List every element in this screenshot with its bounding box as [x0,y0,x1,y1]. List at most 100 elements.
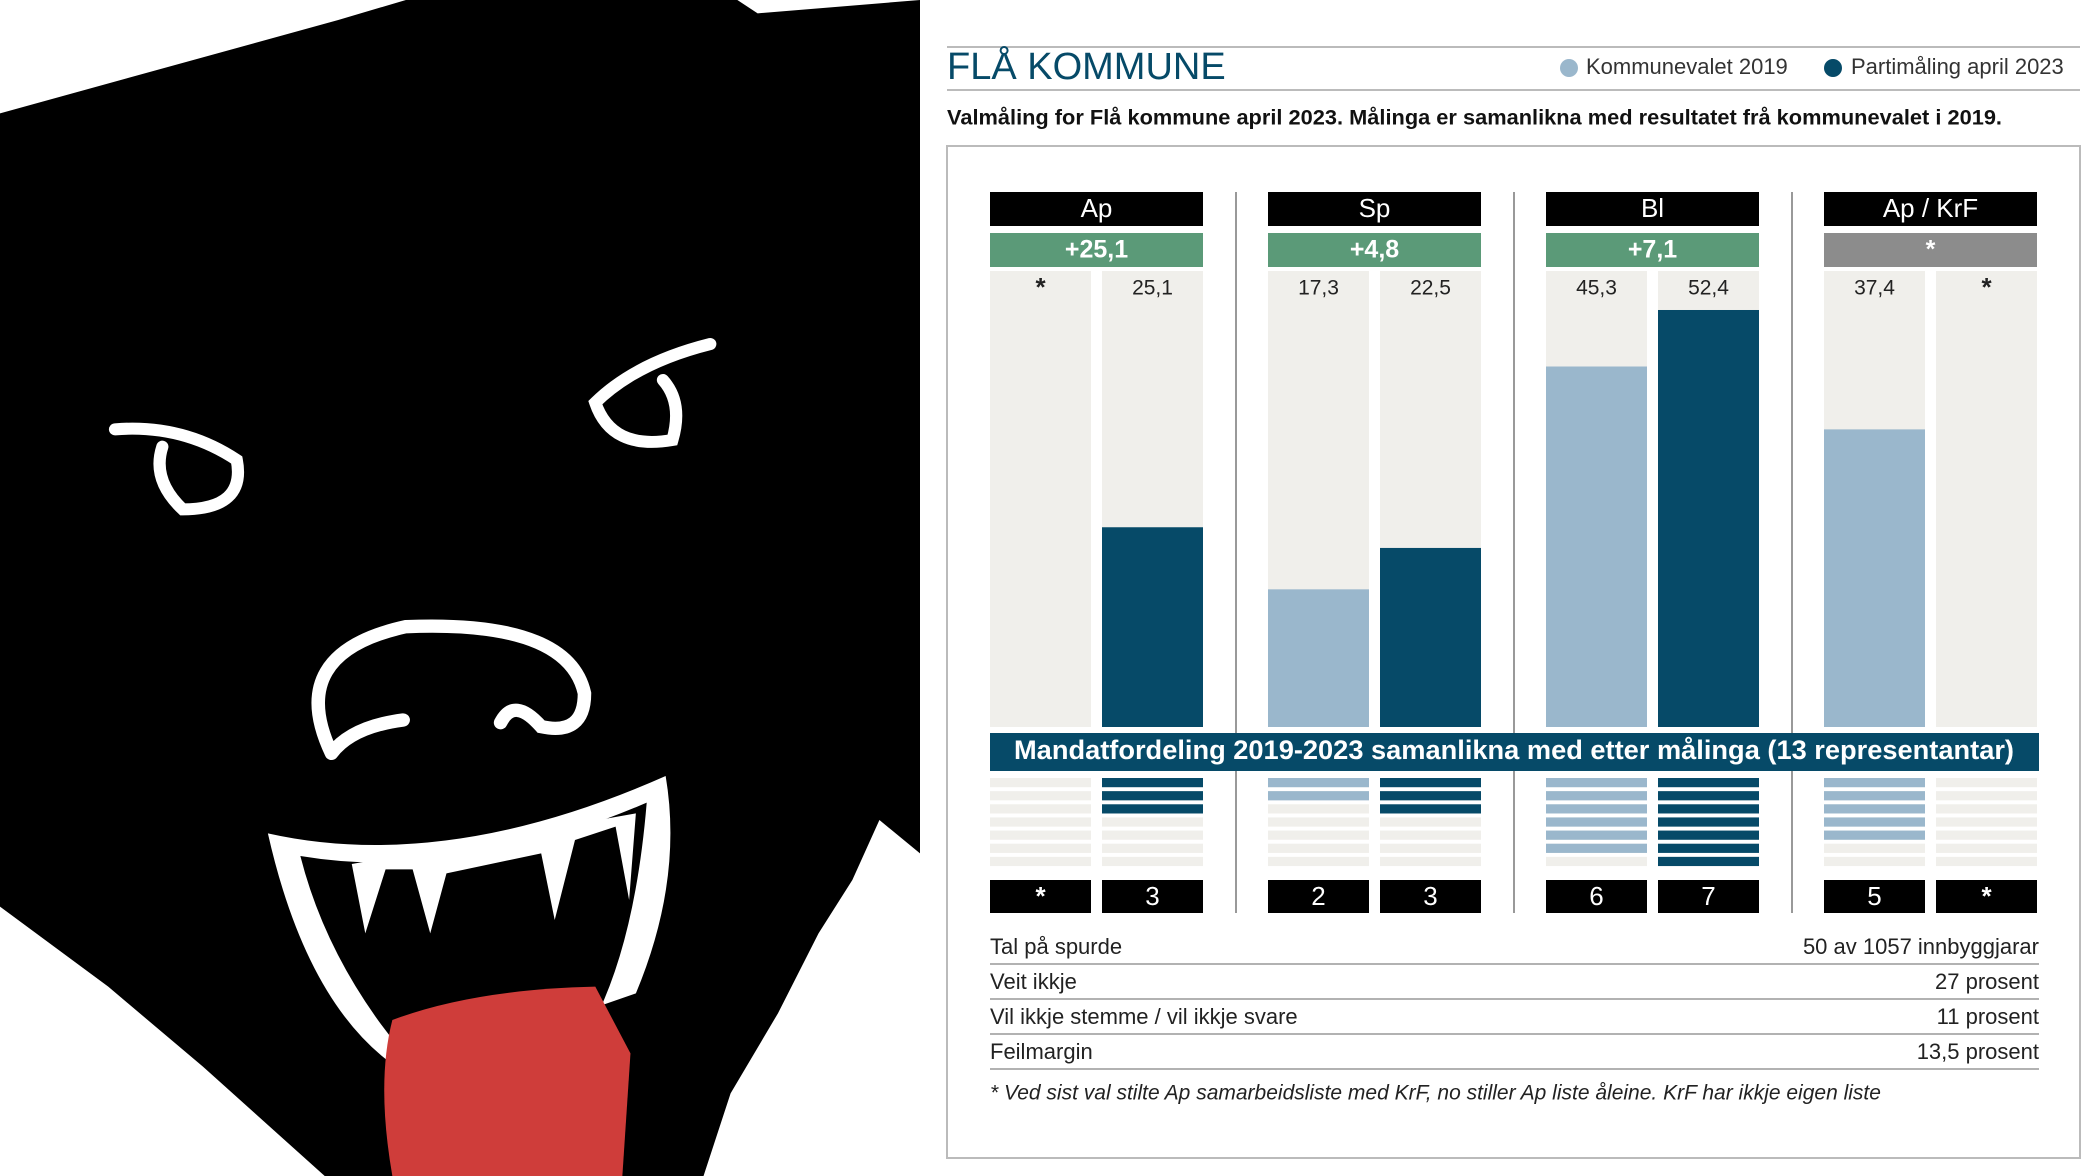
value-label: * [1035,272,1046,302]
seat-slot [1268,817,1369,827]
seat-count: 2 [1311,881,1325,911]
seat-stripe [1546,791,1647,801]
seat-slot [1936,856,2037,867]
seat-stripe [1824,778,1925,788]
seat-stripes [1546,778,1647,853]
chart-frame [946,145,2081,1159]
seat-stripe [1380,778,1481,788]
bar [1546,366,1647,727]
seat-count-box [1824,880,1925,913]
seat-slot [1380,830,1481,840]
seat-slot [1268,804,1369,814]
bar-background [1936,271,2037,727]
table-label: Tal på spurde [990,934,1122,959]
seat-slot [1936,843,2037,853]
seat-stripe [1102,804,1203,814]
seat-slot [1102,817,1203,827]
seat-stripe [1658,843,1759,853]
seat-slot [1936,830,2037,840]
seat-slot [1268,856,1369,867]
seat-stripe [1380,791,1481,801]
bar [1268,589,1369,727]
chart-title: FLÅ KOMMUNE [947,44,1226,88]
seat-stripe [1658,817,1759,827]
seat-stripes [1268,778,1369,801]
value-label: * [1981,272,1992,302]
seat-stripe [1546,817,1647,827]
change-box [990,233,1203,267]
change-label: * [1926,236,1936,264]
table-label: Vil ikkje stemme / vil ikkje svare [990,1004,1298,1029]
table-label: Veit ikkje [990,969,1077,994]
value-label: 37,4 [1854,277,1895,300]
seat-stripe [1658,856,1759,867]
category-label: Ap [1081,193,1113,223]
seat-slot [1546,856,1647,867]
value-label: 25,1 [1132,277,1173,300]
bar-background [990,271,1091,727]
bar [1824,429,1925,727]
seats-title: Mandatfordeling 2019-2023 samanlikna med… [1014,735,2014,765]
seat-slot [990,778,1091,788]
table-label: Feilmargin [990,1039,1093,1064]
seat-stripe [1268,778,1369,788]
change-box [1268,233,1481,267]
seat-stripes [1380,778,1481,814]
seat-stripe [1824,804,1925,814]
change-box [1824,233,2037,267]
value-label: 17,3 [1298,277,1339,300]
bar [1658,309,1759,727]
seats-banner [990,733,2039,771]
seat-stripe [1546,778,1647,788]
seat-count: 3 [1145,881,1159,911]
bar [1380,547,1481,727]
footnote: * Ved sist val stilte Ap samarbeidsliste… [990,1082,1881,1105]
category-header [990,192,1203,226]
seat-stripe [1102,778,1203,788]
category-label: Ap / KrF [1883,193,1978,223]
seat-slot [1380,817,1481,827]
category-header [1546,192,1759,226]
seat-slot [990,843,1091,853]
seat-count: * [1981,881,1992,911]
table-value: 11 prosent [1937,1004,2039,1029]
seat-stripe [1546,804,1647,814]
seat-slot [990,830,1091,840]
chart-subtitle: Valmåling for Flå kommune april 2023. Må… [947,107,2002,130]
seat-slot [990,791,1091,801]
seat-count: 7 [1701,881,1715,911]
category-header [1824,192,2037,226]
legend-label: Partimåling april 2023 [1851,54,2064,79]
seat-slot [1268,830,1369,840]
bar [1102,527,1203,727]
seat-stripe [1658,830,1759,840]
category-label: Bl [1641,193,1664,223]
seat-count-box [1658,880,1759,913]
change-label: +4,8 [1350,236,1399,264]
seat-slot [1380,856,1481,867]
seat-slot [990,804,1091,814]
seat-slot [1936,778,2037,788]
seat-count-box [1936,880,2037,913]
seat-stripe [1658,778,1759,788]
seat-count-box [1380,880,1481,913]
seat-slot [1936,791,2037,801]
seat-count: * [1035,881,1046,911]
seat-stripe [1546,830,1647,840]
seat-stripe [1546,843,1647,853]
legend-label: Kommunevalet 2019 [1586,54,1788,79]
change-label: +25,1 [1065,236,1128,264]
seat-slot [1824,843,1925,853]
seat-stripe [1824,791,1925,801]
seat-stripe [1824,817,1925,827]
value-label: 22,5 [1410,277,1451,300]
table-value: 27 prosent [1935,969,2039,994]
seat-stripe [1102,791,1203,801]
seat-stripes [1102,778,1203,814]
seat-count-box [1268,880,1369,913]
seat-count: 5 [1867,881,1881,911]
seat-stripe [1824,830,1925,840]
seat-count-box [1102,880,1203,913]
seat-stripe [1380,804,1481,814]
seat-count: 3 [1423,881,1437,911]
